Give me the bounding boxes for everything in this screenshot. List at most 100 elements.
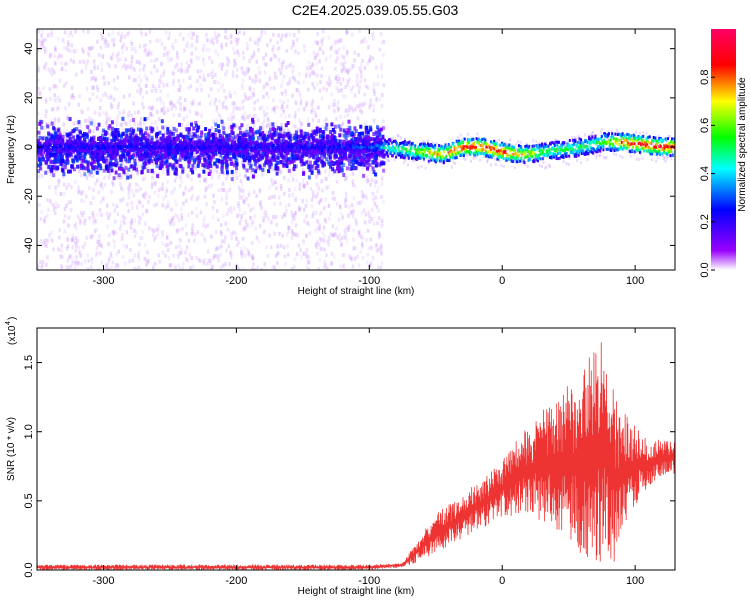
noise-mark [139, 116, 143, 121]
noise-band-mark [340, 160, 344, 165]
noise-mark [137, 250, 141, 255]
noise-mark [306, 259, 310, 264]
noise-mark [61, 255, 64, 259]
noise-mark [106, 117, 109, 121]
noise-mark [62, 182, 66, 187]
noise-mark [40, 140, 44, 145]
noise-mark [194, 111, 198, 116]
noise-mark [161, 230, 164, 235]
noise-mark [332, 232, 335, 237]
noise-band-mark [91, 151, 95, 156]
noise-mark [154, 86, 157, 90]
noise-mark [225, 190, 228, 195]
noise-mark [249, 254, 252, 259]
noise-band-mark [333, 124, 337, 129]
noise-mark [261, 104, 264, 109]
noise-mark [130, 57, 134, 62]
noise-mark [246, 42, 249, 47]
noise-band-mark [315, 145, 319, 150]
noise-band-mark [107, 165, 111, 170]
noise-mark [133, 267, 136, 270]
noise-mark [121, 128, 124, 133]
noise-mark [105, 211, 108, 216]
noise-mark [369, 54, 372, 59]
noise-mark [264, 52, 268, 57]
noise-mark [214, 97, 217, 102]
noise-band-mark [79, 130, 82, 135]
noise-mark [115, 263, 118, 268]
noise-mark [317, 267, 320, 270]
noise-mark [329, 127, 332, 131]
noise-mark [279, 243, 283, 248]
noise-mark [367, 45, 370, 50]
noise-mark [308, 73, 311, 78]
noise-mark [215, 108, 219, 113]
noise-mark [124, 57, 127, 62]
noise-mark [143, 243, 147, 247]
noise-mark [259, 34, 263, 39]
noise-mark [341, 121, 345, 126]
noise-mark [327, 235, 330, 240]
noise-mark [375, 221, 379, 226]
noise-band-mark [81, 133, 85, 138]
noise-mark [151, 161, 155, 166]
noise-band-mark [172, 150, 176, 155]
noise-mark [291, 75, 295, 80]
noise-mark [50, 29, 53, 34]
noise-mark [276, 243, 279, 248]
noise-mark [109, 94, 113, 99]
noise-mark [100, 199, 103, 204]
noise-mark [235, 105, 238, 110]
noise-mark [66, 113, 70, 118]
noise-mark [254, 74, 258, 79]
noise-mark [304, 74, 308, 79]
noise-band-mark [251, 131, 255, 136]
noise-mark [315, 251, 319, 256]
noise-mark [335, 85, 338, 90]
noise-band-mark [292, 136, 296, 141]
noise-band-mark [345, 138, 349, 143]
noise-mark [43, 218, 46, 223]
noise-mark [354, 107, 357, 112]
noise-mark [251, 256, 255, 261]
noise-mark [234, 38, 238, 43]
noise-band-mark [314, 132, 318, 137]
noise-mark [256, 265, 259, 270]
noise-mark [103, 80, 106, 85]
noise-band-mark [333, 155, 337, 160]
noise-band-mark [365, 153, 369, 158]
noise-mark [247, 250, 251, 255]
noise-mark [244, 253, 247, 258]
noise-mark [263, 113, 267, 118]
noise-mark [202, 218, 206, 223]
noise-mark [178, 218, 181, 222]
noise-band-mark [105, 137, 109, 142]
noise-band-mark [255, 166, 259, 170]
noise-band-mark [49, 159, 52, 164]
noise-mark [351, 179, 354, 184]
noise-mark [54, 62, 57, 67]
noise-band-mark [379, 137, 383, 142]
noise-band-mark [189, 138, 193, 143]
noise-mark [320, 42, 324, 47]
noise-mark [296, 88, 299, 92]
noise-mark [298, 93, 302, 98]
noise-mark [114, 219, 117, 224]
noise-band-mark [261, 151, 265, 156]
noise-mark [150, 88, 154, 93]
noise-mark [178, 228, 181, 233]
noise-mark [48, 198, 52, 203]
noise-mark [278, 67, 281, 72]
noise-mark [179, 248, 183, 252]
noise-band-mark [202, 155, 206, 160]
noise-mark [346, 50, 349, 55]
noise-band-mark [329, 164, 333, 169]
noise-mark [271, 48, 274, 53]
noise-mark [282, 99, 285, 104]
noise-mark [240, 254, 244, 259]
noise-mark [362, 102, 365, 107]
noise-mark [142, 194, 145, 199]
noise-band-mark [55, 166, 59, 171]
noise-mark [192, 31, 195, 36]
noise-mark [229, 35, 233, 39]
